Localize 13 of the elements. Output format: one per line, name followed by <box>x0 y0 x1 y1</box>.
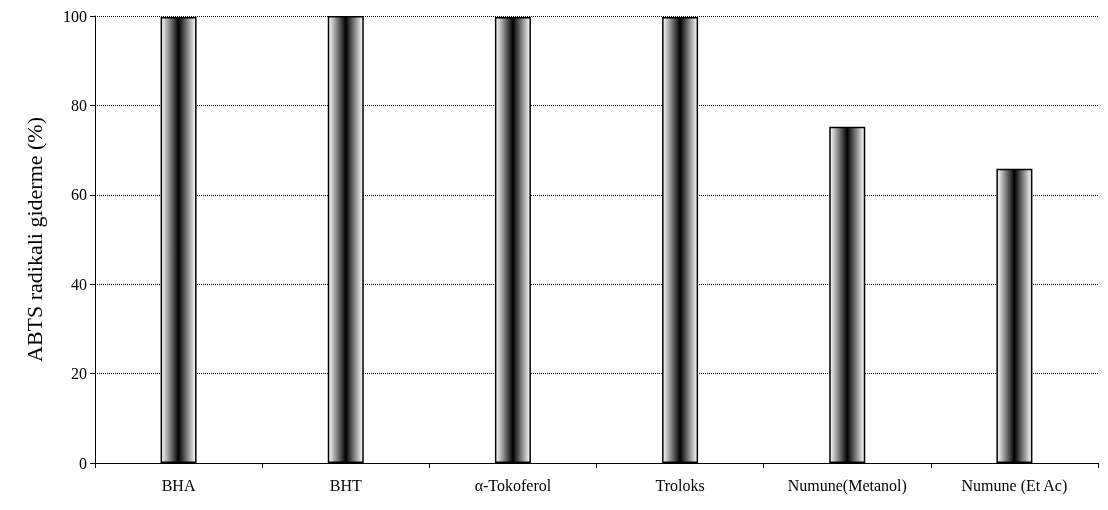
y-tick-label: 0 <box>79 454 87 472</box>
y-tick-label: 100 <box>63 7 87 25</box>
y-tick-label: 40 <box>71 275 87 293</box>
x-tick-label: Numune (Et Ac) <box>961 476 1068 495</box>
x-tick-label: Troloks <box>655 476 705 494</box>
y-tick-label: 80 <box>71 96 87 114</box>
x-tick-label: α-Tokoferol <box>474 476 552 494</box>
x-tick-label: Numune(Metanol) <box>787 476 907 495</box>
x-tick-label: BHA <box>161 476 196 494</box>
y-tick-label: 20 <box>71 365 87 383</box>
y-axis-title: ABTS radikali giderme (%) <box>21 117 47 362</box>
y-tick-label: 60 <box>71 186 87 204</box>
x-tick-label: BHT <box>329 476 362 494</box>
